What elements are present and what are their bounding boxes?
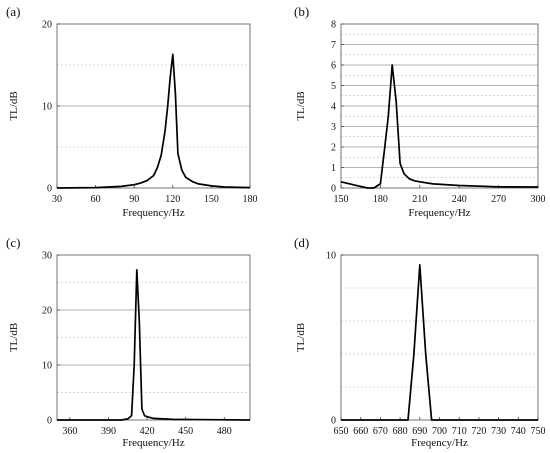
- x-axis-title: Frequency/Hz: [408, 207, 470, 219]
- x-tick-label: 710: [452, 426, 467, 437]
- y-tick-label: 0: [47, 416, 52, 427]
- y-tick-label: 7: [331, 40, 336, 51]
- x-tick-label: 650: [334, 426, 349, 437]
- series-line-0: [341, 264, 538, 421]
- x-tick-label: 720: [471, 426, 486, 437]
- y-tick-label: 10: [42, 102, 52, 113]
- y-tick-label: 1: [331, 163, 336, 174]
- y-tick-label: 30: [42, 251, 52, 262]
- x-tick-label: 740: [511, 426, 526, 437]
- x-tick-label: 120: [165, 194, 180, 205]
- y-tick-label: 2: [331, 143, 336, 154]
- x-tick-label: 300: [531, 194, 546, 205]
- y-axis-title: TL/dB: [295, 91, 307, 120]
- y-tick-label: 3: [331, 122, 336, 133]
- x-tick-label: 180: [373, 194, 388, 205]
- x-tick-label: 270: [491, 194, 506, 205]
- x-tick-label: 390: [101, 426, 116, 437]
- series-line-0: [340, 64, 539, 189]
- chart-panel-1: 150 180 210 240 270 300 0 1 2 3 4 5 6 7 8 Frequency/Hz T…: [294, 4, 546, 219]
- x-tick-label: 730: [491, 426, 506, 437]
- x-tick-label: 670: [373, 426, 388, 437]
- x-tick-label: 480: [217, 426, 232, 437]
- y-axis-title: TL/dB: [295, 323, 307, 352]
- x-tick-label: 420: [140, 426, 155, 437]
- y-axis-title: TL/dB: [8, 323, 20, 352]
- y-tick-label: 5: [331, 81, 336, 92]
- x-axis-title: Frequency/Hz: [122, 437, 184, 449]
- y-tick-label: 10: [42, 361, 52, 372]
- x-tick-label: 180: [243, 194, 258, 205]
- x-tick-label: 700: [432, 426, 447, 437]
- x-tick-label: 210: [412, 194, 427, 205]
- x-tick-label: 240: [452, 194, 467, 205]
- x-tick-label: 60: [91, 194, 101, 205]
- x-tick-label: 660: [353, 426, 368, 437]
- x-tick-label: 150: [334, 194, 349, 205]
- panel-label: (d): [294, 235, 309, 250]
- series-line-0: [56, 53, 251, 189]
- y-tick-label: 0: [331, 416, 336, 427]
- x-tick-label: 150: [204, 194, 219, 205]
- panel-label: (b): [294, 4, 309, 19]
- y-tick-label: 0: [47, 184, 52, 195]
- x-axis-title: Frequency/Hz: [122, 207, 184, 219]
- x-tick-label: 30: [52, 194, 62, 205]
- x-tick-label: 750: [531, 426, 546, 437]
- y-tick-label: 4: [331, 102, 336, 113]
- chart-panel-0: 30 60 90 120 150 180 0 10 20 Frequency/Hz TL/dB (a): [6, 4, 258, 219]
- y-tick-label: 20: [42, 306, 52, 317]
- x-tick-label: 360: [62, 426, 77, 437]
- plot-frame: [340, 254, 539, 421]
- series-line-0: [57, 269, 251, 421]
- y-tick-label: 0: [331, 184, 336, 195]
- plot-frame: [56, 254, 251, 421]
- x-tick-label: 450: [178, 426, 193, 437]
- y-tick-label: 6: [331, 61, 336, 72]
- y-tick-label: 8: [331, 20, 336, 31]
- x-tick-label: 680: [393, 426, 408, 437]
- chart-panel-3: 650 660 670 680 690 700 710 720 730 740 750 0 10 Freq…: [294, 235, 546, 449]
- panel-label: (a): [6, 4, 20, 19]
- y-tick-label: 20: [42, 20, 52, 31]
- panel-label: (c): [6, 235, 20, 250]
- y-axis-title: TL/dB: [8, 91, 20, 120]
- x-axis-title: Freqency/Hz: [411, 437, 468, 449]
- y-tick-label: 10: [326, 251, 336, 262]
- chart-panel-2: 360 390 420 450 480 0 10 20 30 Frequency/Hz TL/dB (…: [6, 235, 251, 449]
- x-tick-label: 690: [412, 426, 427, 437]
- x-tick-label: 90: [129, 194, 139, 205]
